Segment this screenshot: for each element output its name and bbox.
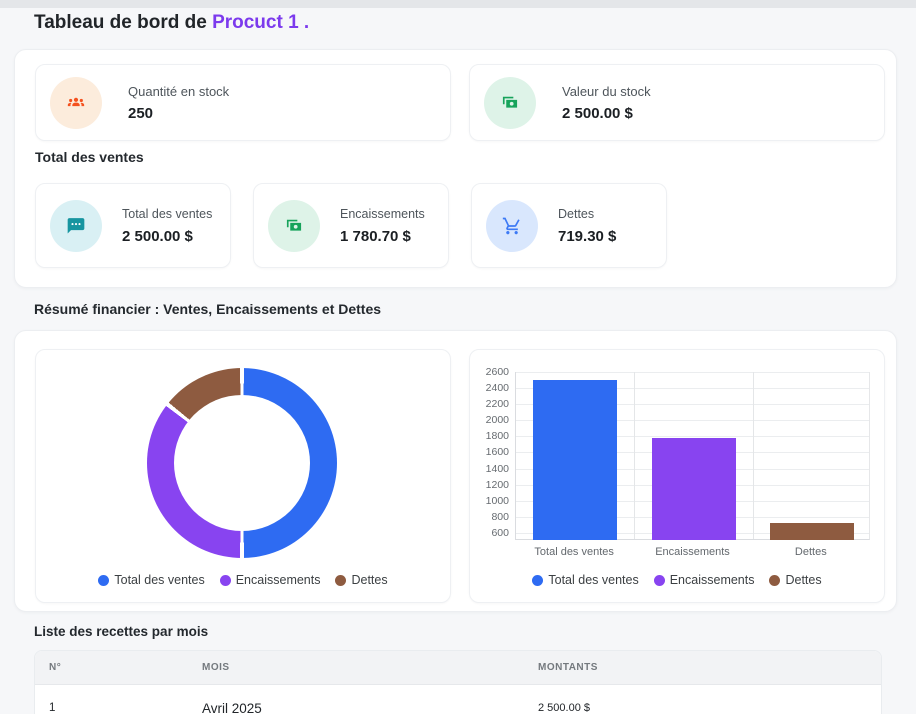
page-title-prefix: Tableau de bord de bbox=[34, 12, 213, 33]
stat-label: Quantité en stock bbox=[128, 83, 230, 99]
sale-card-total-ventes: Total des ventes 2 500.00 $ bbox=[35, 183, 231, 268]
bar-total-des-ventes[interactable] bbox=[533, 380, 618, 540]
bar-legend: Total des ventes Encaissements Dettes bbox=[470, 570, 884, 590]
page-title: Tableau de bord de Procuct 1 . bbox=[34, 12, 309, 34]
stat-icon-circle bbox=[484, 76, 536, 129]
legend-label: Encaissements bbox=[235, 573, 321, 587]
top-strip bbox=[0, 0, 916, 8]
users-icon bbox=[67, 97, 85, 106]
legend-item-encaissements[interactable]: Encaissements bbox=[653, 573, 755, 587]
doughnut-hole bbox=[174, 395, 310, 531]
column-header-mois: MOIS bbox=[202, 662, 230, 673]
legend-label: Dettes bbox=[785, 573, 822, 587]
bar-dettes[interactable] bbox=[769, 523, 854, 540]
x-axis-label: Encaissements bbox=[655, 546, 730, 558]
cart-icon bbox=[502, 217, 520, 234]
sale-icon-circle bbox=[486, 199, 538, 252]
sale-label: Dettes bbox=[558, 206, 595, 221]
stat-card-quantite: Quantité en stock 250 bbox=[35, 64, 451, 141]
stat-value: 2 500.00 $ bbox=[562, 104, 633, 122]
legend-dot bbox=[769, 574, 781, 586]
y-tick-label: 1600 bbox=[485, 446, 509, 459]
h-gridline bbox=[516, 372, 869, 373]
sale-value: 719.30 $ bbox=[558, 227, 617, 245]
banknotes-icon bbox=[286, 219, 302, 231]
legend-item-total-ventes[interactable]: Total des ventes bbox=[98, 573, 205, 587]
page-title-product: Procuct 1 . bbox=[212, 12, 310, 33]
y-tick-label: 1000 bbox=[485, 494, 509, 507]
column-header-num: N° bbox=[49, 662, 62, 673]
sale-card-dettes: Dettes 719.30 $ bbox=[471, 183, 667, 268]
h-gridline bbox=[516, 420, 869, 422]
column-header-montants: MONTANTS bbox=[538, 662, 598, 673]
recettes-heading: Liste des recettes par mois bbox=[34, 624, 209, 639]
legend-label: Total des ventes bbox=[548, 573, 639, 587]
bar-chart-card: 600 800 1000 1200 1400 1600 1800 2000 2200 2400 26… bbox=[469, 349, 885, 603]
sale-value: 1 780.70 $ bbox=[340, 227, 411, 245]
legend-dot bbox=[532, 574, 544, 586]
legend-label: Dettes bbox=[351, 573, 388, 587]
table-header-row: N° MOIS MONTANTS bbox=[35, 651, 881, 685]
sale-icon-circle bbox=[268, 199, 320, 252]
legend-dot bbox=[219, 574, 231, 586]
x-axis-label: Total des ventes bbox=[534, 546, 614, 558]
bar-plot-area bbox=[515, 372, 870, 540]
cell-montant: 2 500.00 $ bbox=[538, 702, 590, 714]
h-gridline bbox=[516, 404, 869, 406]
legend-label: Total des ventes bbox=[114, 573, 205, 587]
stat-icon-circle bbox=[50, 76, 102, 129]
charts-panel: Total des ventes Encaissements Dettes 60… bbox=[14, 330, 897, 612]
y-tick-label: 600 bbox=[491, 526, 509, 539]
stock-summary-panel: Quantité en stock 250 Valeur du stock 2 … bbox=[14, 49, 897, 288]
y-tick-label: 800 bbox=[491, 510, 509, 523]
y-tick-label: 2400 bbox=[485, 382, 509, 395]
y-tick-label: 2000 bbox=[485, 414, 509, 427]
banknotes-icon bbox=[502, 96, 518, 108]
x-axis-label: Dettes bbox=[794, 546, 827, 558]
legend-item-dettes[interactable]: Dettes bbox=[335, 573, 388, 587]
h-gridline bbox=[516, 388, 869, 390]
y-tick-label: 2200 bbox=[485, 398, 509, 411]
h-gridline bbox=[516, 436, 869, 438]
table-row: 1 Avril 2025 2 500.00 $ bbox=[35, 685, 881, 714]
sales-section-heading: Total des ventes bbox=[35, 149, 144, 165]
v-gridline bbox=[634, 372, 636, 539]
stat-label: Valeur du stock bbox=[562, 83, 651, 99]
v-gridline bbox=[752, 372, 754, 539]
chat-icon bbox=[67, 217, 85, 233]
legend-dot bbox=[653, 574, 665, 586]
doughnut-chart-card: Total des ventes Encaissements Dettes bbox=[35, 349, 451, 603]
summary-heading: Résumé financier : Ventes, Encaissements… bbox=[34, 301, 382, 317]
recettes-table: N° MOIS MONTANTS 1 Avril 2025 2 500.00 $ bbox=[34, 650, 882, 714]
sale-label: Total des ventes bbox=[122, 206, 213, 221]
legend-label: Encaissements bbox=[669, 573, 755, 587]
sale-value: 2 500.00 $ bbox=[122, 227, 193, 245]
stat-value: 250 bbox=[128, 104, 154, 122]
stat-card-valeur-stock: Valeur du stock 2 500.00 $ bbox=[469, 64, 885, 141]
y-tick-label: 1800 bbox=[485, 430, 509, 443]
legend-dot bbox=[98, 574, 110, 586]
sale-label: Encaissements bbox=[340, 206, 425, 221]
legend-item-dettes[interactable]: Dettes bbox=[769, 573, 822, 587]
y-tick-label: 1400 bbox=[485, 462, 509, 475]
cell-mois: Avril 2025 bbox=[202, 700, 262, 714]
bar-encaissements[interactable] bbox=[651, 437, 736, 540]
legend-dot bbox=[335, 574, 347, 586]
doughnut-chart[interactable] bbox=[147, 368, 337, 558]
y-tick-label: 2600 bbox=[485, 366, 509, 378]
y-tick-label: 1200 bbox=[485, 478, 509, 491]
sale-icon-circle bbox=[50, 199, 102, 252]
legend-item-total-ventes[interactable]: Total des ventes bbox=[532, 573, 639, 587]
sale-card-encaissements: Encaissements 1 780.70 $ bbox=[253, 183, 449, 268]
doughnut-legend: Total des ventes Encaissements Dettes bbox=[36, 570, 450, 590]
cell-num: 1 bbox=[49, 702, 56, 714]
legend-item-encaissements[interactable]: Encaissements bbox=[219, 573, 321, 587]
